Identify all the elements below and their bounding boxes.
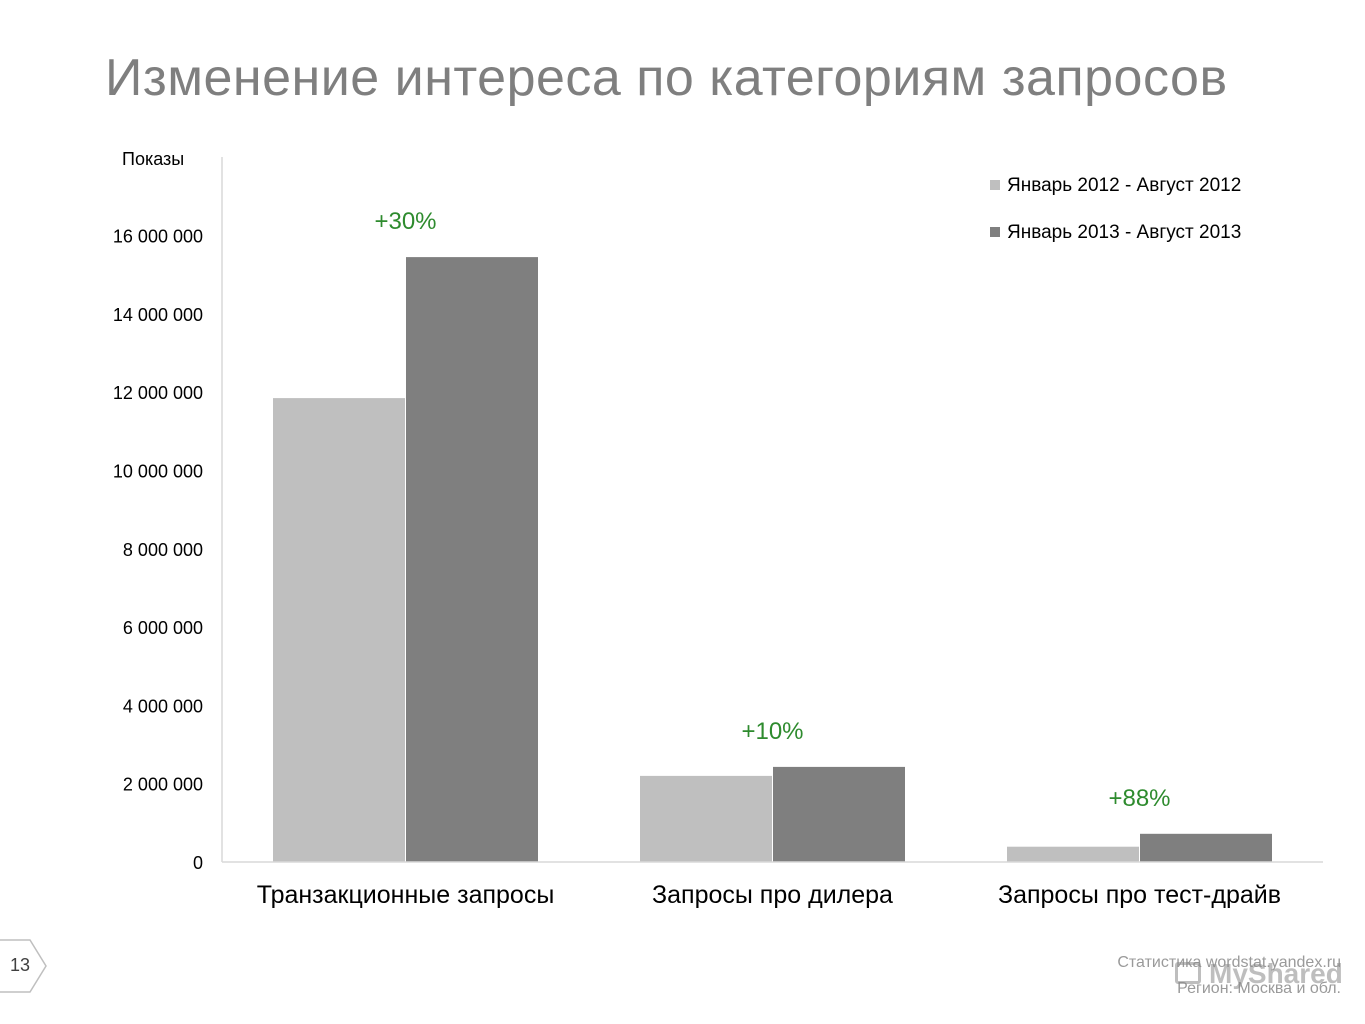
- growth-label: +30%: [374, 208, 436, 235]
- source-line: Статистика wordstat.yandex.ru: [1117, 954, 1341, 971]
- watermark-text: MyShared: [1209, 958, 1343, 989]
- bar-2013-1: [406, 257, 538, 863]
- y-tick-label: 12 000 000: [113, 383, 203, 403]
- category-label: Запросы про дилера: [652, 881, 893, 909]
- x-axis-labels: Транзакционные запросы Запросы про дилера…: [257, 881, 1281, 909]
- category-label: Запросы про тест-драйв: [998, 881, 1281, 909]
- legend-label: Январь 2012 - Август 2012: [1007, 175, 1241, 196]
- bar-2013-2: [773, 766, 905, 862]
- bars: [273, 257, 1272, 863]
- watermark: MyShared: [1175, 958, 1343, 994]
- y-axis-ticks: 0 2 000 000 4 000 000 6 000 000 8 000 000 10 …: [113, 227, 203, 873]
- legend: Январь 2012 - Август 2012 Январь 2013 - А…: [990, 175, 1241, 243]
- y-tick-label: 6 000 000: [123, 618, 203, 638]
- y-tick-label: 0: [193, 853, 203, 873]
- category-label: Транзакционные запросы: [257, 881, 555, 909]
- slide-title: Изменение интереса по категориям запросо…: [105, 49, 1228, 107]
- slide-number: 13: [9, 955, 31, 975]
- legend-label: Январь 2013 - Август 2013: [1007, 222, 1241, 243]
- y-tick-label: 4 000 000: [123, 696, 203, 716]
- y-tick-label: 16 000 000: [113, 227, 203, 247]
- bar-2012-3: [1007, 846, 1139, 862]
- y-tick-label: 2 000 000: [123, 775, 203, 795]
- y-tick-label: 10 000 000: [113, 462, 203, 482]
- presentation-icon: [1175, 962, 1201, 984]
- y-tick-label: 8 000 000: [123, 540, 203, 560]
- legend-swatch: [990, 180, 1000, 190]
- region-line: Регион: Москва и обл.: [1177, 980, 1341, 997]
- legend-swatch: [990, 227, 1000, 237]
- growth-label: +88%: [1108, 785, 1170, 812]
- y-tick-label: 14 000 000: [113, 305, 203, 325]
- bar-2012-1: [273, 398, 405, 862]
- source-footer: Статистика wordstat.yandex.ru Регион: Мо…: [1117, 950, 1341, 1002]
- slide-number-badge: 13: [0, 938, 50, 994]
- y-axis-label: Показы: [122, 149, 184, 169]
- bar-2013-3: [1140, 833, 1272, 862]
- growth-annotations: +30% +10% +88%: [374, 208, 1170, 812]
- growth-label: +10%: [741, 718, 803, 745]
- bar-2012-2: [640, 775, 772, 862]
